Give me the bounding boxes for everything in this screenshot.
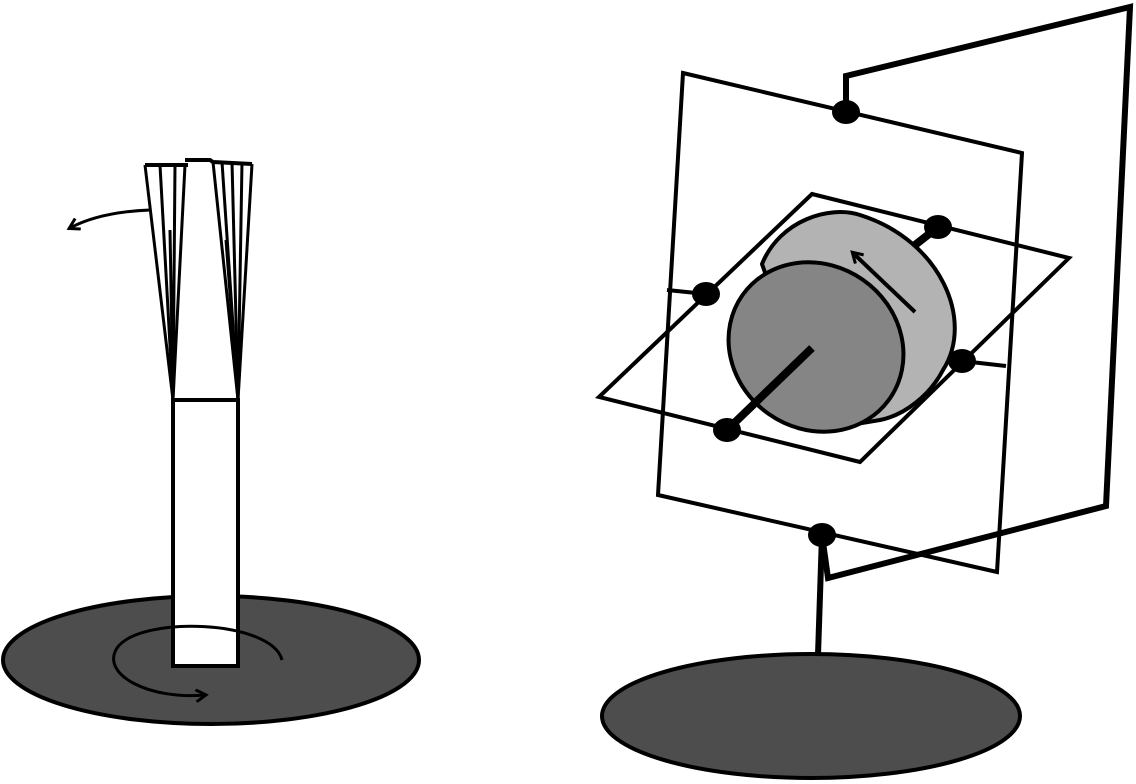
stand-post <box>815 534 825 656</box>
column-shaft <box>171 398 240 668</box>
curved-arrow-icon <box>70 208 151 228</box>
twisted-column-figure <box>1 158 421 726</box>
pivot-rotor-front <box>713 418 741 442</box>
spin-arrow-icon <box>853 253 917 314</box>
inner-gimbal-ring <box>594 191 1073 465</box>
pivot-rotor-rear <box>924 215 952 239</box>
circular-arrow-icon <box>112 624 284 695</box>
pivot-bottom <box>808 523 836 547</box>
gyroscope-figure <box>594 3 1134 780</box>
rotor-axle-front <box>724 345 815 433</box>
twisted-strands <box>143 161 254 401</box>
pivot-points <box>692 100 976 547</box>
outer-gimbal-ring <box>655 70 1025 575</box>
outer-support-frame <box>819 3 1134 582</box>
pivot-right <box>948 349 976 373</box>
column-top <box>145 158 253 167</box>
right-base-disk <box>600 652 1022 780</box>
pivot-top <box>832 100 860 124</box>
pivot-left <box>692 282 720 306</box>
